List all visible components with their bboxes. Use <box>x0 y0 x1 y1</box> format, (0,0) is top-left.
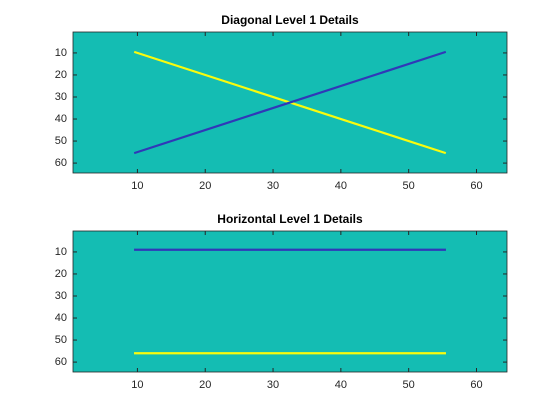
y-tick-label: 10 <box>55 47 67 59</box>
x-tick-label: 10 <box>131 180 143 192</box>
y-tick-label: 30 <box>55 91 67 103</box>
x-tick-label: 20 <box>199 379 211 391</box>
axes-box <box>72 230 508 373</box>
image-background <box>73 231 507 372</box>
x-tick-label: 40 <box>335 180 347 192</box>
x-tick-label: 40 <box>335 379 347 391</box>
y-tick-label: 50 <box>55 334 67 346</box>
x-tick-label: 30 <box>267 379 279 391</box>
y-tick-label: 30 <box>55 290 67 302</box>
y-tick-label: 10 <box>55 246 67 258</box>
x-tick-label: 60 <box>470 379 482 391</box>
x-tick-label: 50 <box>403 180 415 192</box>
y-tick-label: 20 <box>55 268 67 280</box>
y-tick-label: 20 <box>55 69 67 81</box>
y-tick-label: 40 <box>55 312 67 324</box>
y-tick-label: 60 <box>55 157 67 169</box>
x-tick-label: 50 <box>403 379 415 391</box>
y-tick-label: 40 <box>55 113 67 125</box>
y-tick-label: 60 <box>55 356 67 368</box>
axes-box <box>72 31 508 174</box>
image-stroke <box>133 50 447 155</box>
chart-title: Diagonal Level 1 Details <box>221 13 359 27</box>
y-tick-label: 50 <box>55 135 67 147</box>
x-tick-label: 20 <box>199 180 211 192</box>
x-tick-label: 30 <box>267 180 279 192</box>
chart-title: Horizontal Level 1 Details <box>217 212 363 226</box>
x-tick-label: 10 <box>131 379 143 391</box>
x-tick-label: 60 <box>470 180 482 192</box>
